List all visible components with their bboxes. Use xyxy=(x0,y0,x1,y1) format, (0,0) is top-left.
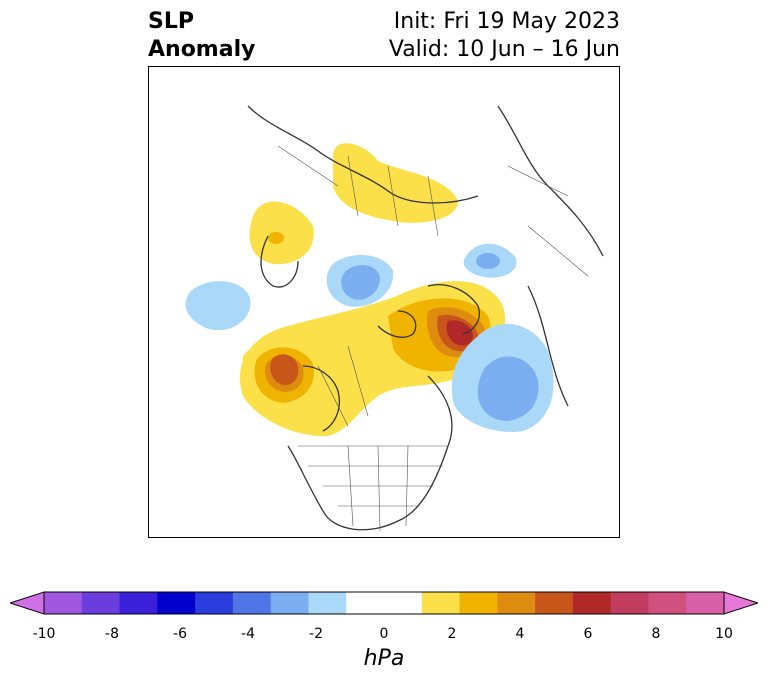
map-title: SLP Anomaly xyxy=(148,8,255,64)
colorbar-frame xyxy=(43,591,725,615)
colorbar-segment xyxy=(44,592,83,614)
colorbar xyxy=(10,591,758,615)
anomaly-north-atlantic xyxy=(451,324,554,432)
colorbar-tick-label: -8 xyxy=(105,626,119,642)
init-date: Init: Fri 19 May 2023 xyxy=(393,9,620,34)
colorbar-segment xyxy=(384,592,423,614)
anomaly-ne-pacific xyxy=(242,337,327,416)
colorbar-tick-label: 6 xyxy=(583,626,593,642)
colorbar-segment xyxy=(270,592,309,614)
map-date-info: Init: Fri 19 May 2023 Valid: 10 Jun – 16… xyxy=(389,8,620,64)
slp-anomaly-map xyxy=(148,66,620,538)
colorbar-tick-label: 0 xyxy=(379,626,389,642)
coastlines xyxy=(247,105,604,531)
colorbar-segment xyxy=(308,592,347,614)
colorbar-segment xyxy=(610,592,649,614)
colorbar-tick-label: 10 xyxy=(715,626,733,642)
colorbar-segment xyxy=(195,592,234,614)
colorbar-segment xyxy=(459,592,498,614)
colorbar-tick-label: -2 xyxy=(309,626,323,642)
colorbar-tick-label: 2 xyxy=(447,626,457,642)
colorbar-unit: hPa xyxy=(363,646,405,671)
anomaly-barents xyxy=(326,254,394,307)
colorbar-extend-low xyxy=(10,591,45,615)
colorbar-extend-high xyxy=(723,591,758,615)
colorbar-segment xyxy=(81,592,121,614)
colorbar-segment xyxy=(346,592,385,614)
anomaly-western-europe xyxy=(185,281,251,331)
colorbar-segment xyxy=(232,592,272,614)
colorbar-segment xyxy=(157,592,196,614)
colorbar-segment xyxy=(421,592,461,614)
colorbar-tick-label: -4 xyxy=(241,626,255,642)
colorbar-tick-label: -6 xyxy=(173,626,187,642)
anomaly-eastern-europe xyxy=(249,201,314,265)
title-variable: SLP xyxy=(148,9,194,34)
colorbar-tick-label: 4 xyxy=(515,626,525,642)
colorbar-segment xyxy=(119,592,158,614)
colorbar-segment xyxy=(535,592,574,614)
colorbar-segment xyxy=(648,592,687,614)
map-frame xyxy=(148,66,620,538)
title-type: Anomaly xyxy=(148,37,256,62)
colorbar-segment xyxy=(572,592,612,614)
colorbar-tick-label: 8 xyxy=(651,626,661,642)
anomaly-bering xyxy=(463,243,517,278)
valid-range: Valid: 10 Jun – 16 Jun xyxy=(388,37,620,62)
colorbar-tick-label: -10 xyxy=(32,626,56,642)
borders xyxy=(277,145,589,532)
colorbar-segment xyxy=(686,592,725,614)
colorbar-segment xyxy=(497,592,536,614)
